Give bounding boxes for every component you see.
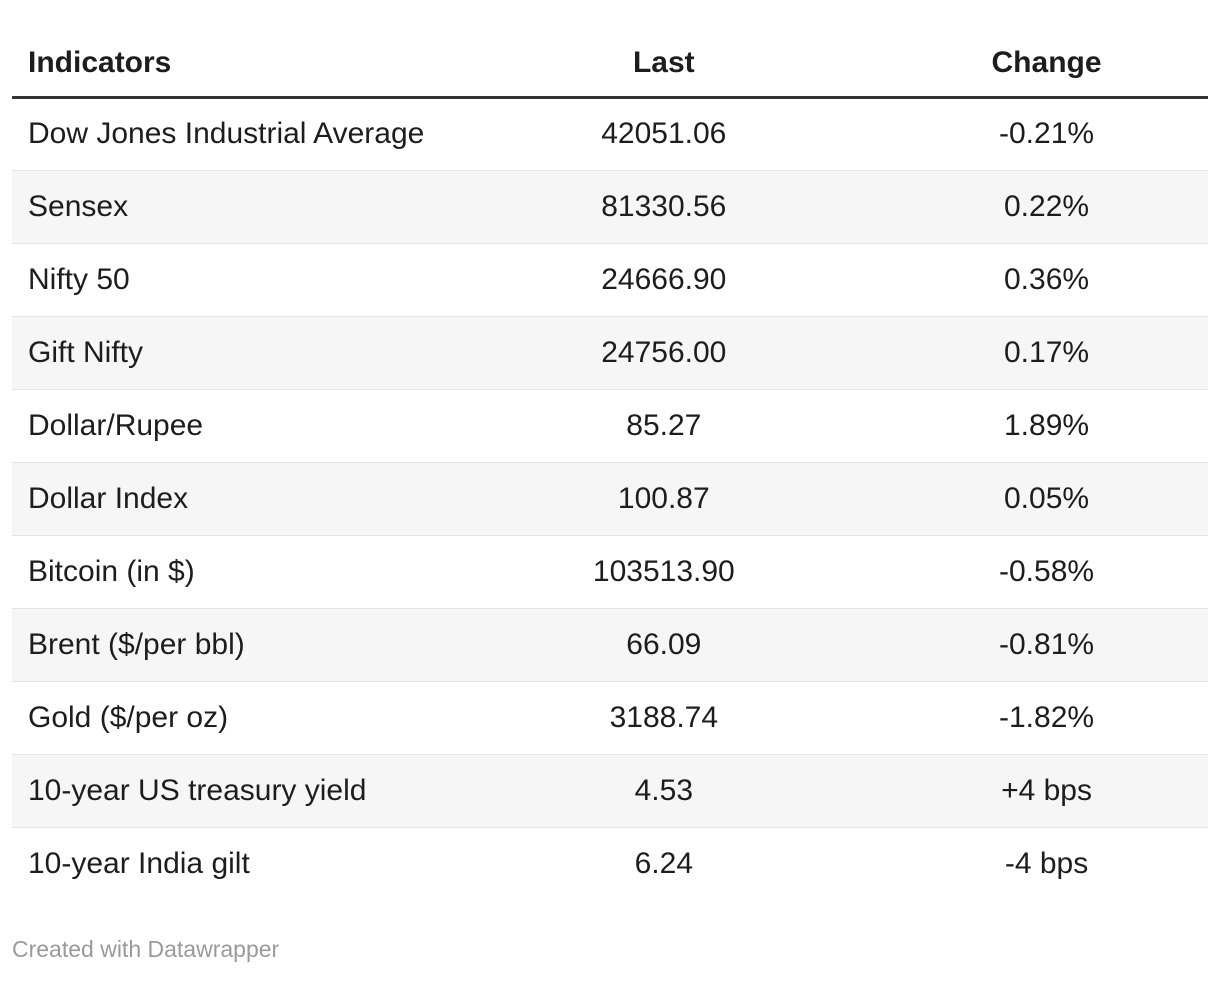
header-row: Indicators Last Change bbox=[12, 30, 1208, 99]
indicator-cell: Brent ($/per bbl) bbox=[28, 627, 245, 661]
table-row: Dow Jones Industrial Average 42051.06 -0… bbox=[12, 97, 1208, 170]
indicator-cell: Nifty 50 bbox=[28, 262, 130, 296]
last-cell: 81330.56 bbox=[601, 189, 727, 223]
table-row: Sensex 81330.56 0.22% bbox=[12, 170, 1208, 243]
indicator-cell: Gift Nifty bbox=[28, 335, 144, 369]
column-header-indicators: Indicators bbox=[12, 30, 443, 99]
table-row: Gift Nifty 24756.00 0.17% bbox=[12, 316, 1208, 389]
table-row: Nifty 50 24666.90 0.36% bbox=[12, 243, 1208, 316]
change-cell: 0.05% bbox=[1003, 481, 1090, 515]
last-cell: 24756.00 bbox=[601, 335, 727, 369]
indicator-cell: Bitcoin (in $) bbox=[28, 554, 195, 588]
table-row: Gold ($/per oz) 3188.74 -1.82% bbox=[12, 681, 1208, 754]
datawrapper-attribution-link[interactable]: Created with Datawrapper bbox=[12, 936, 280, 962]
change-cell: -1.82% bbox=[999, 700, 1095, 734]
change-cell: 0.17% bbox=[1003, 335, 1090, 369]
change-cell: +4 bps bbox=[1001, 773, 1092, 807]
footer: Created with Datawrapper bbox=[12, 936, 1208, 963]
last-cell: 103513.90 bbox=[592, 554, 735, 588]
indicator-cell: Sensex bbox=[28, 189, 129, 223]
last-cell: 42051.06 bbox=[601, 117, 727, 150]
table-row: Dollar Index 100.87 0.05% bbox=[12, 462, 1208, 535]
last-cell: 24666.90 bbox=[601, 262, 727, 296]
last-cell: 66.09 bbox=[626, 627, 702, 661]
table-row: Bitcoin (in $) 103513.90 -0.58% bbox=[12, 535, 1208, 608]
column-header-change: Change bbox=[885, 30, 1208, 99]
last-cell: 6.24 bbox=[634, 846, 693, 880]
table-row: Brent ($/per bbl) 66.09 -0.81% bbox=[12, 608, 1208, 681]
table-header: Indicators Last Change bbox=[12, 30, 1208, 99]
column-header-last: Last bbox=[442, 30, 886, 99]
table-body: Dow Jones Industrial Average 42051.06 -0… bbox=[12, 97, 1208, 900]
last-cell: 100.87 bbox=[617, 481, 710, 515]
last-cell: 3188.74 bbox=[609, 700, 719, 734]
change-cell: 0.36% bbox=[1003, 262, 1090, 296]
change-cell: 1.89% bbox=[1003, 408, 1090, 442]
chart-container: Indicators Last Change Dow Jones Industr… bbox=[12, 0, 1208, 900]
table-row: Dollar/Rupee 85.27 1.89% bbox=[12, 389, 1208, 462]
indicator-cell: Gold ($/per oz) bbox=[28, 700, 229, 734]
change-cell: -4 bps bbox=[1004, 846, 1089, 880]
change-cell: -0.21% bbox=[999, 117, 1095, 150]
change-cell: -0.58% bbox=[999, 554, 1095, 588]
last-cell: 85.27 bbox=[626, 408, 702, 442]
table-row: 10-year US treasury yield 4.53 +4 bps bbox=[12, 754, 1208, 827]
indicator-cell: 10-year India gilt bbox=[28, 846, 250, 880]
indicator-cell: Dollar/Rupee bbox=[28, 408, 204, 442]
change-cell: -0.81% bbox=[999, 627, 1095, 661]
last-cell: 4.53 bbox=[634, 773, 693, 807]
indicators-table: Indicators Last Change Dow Jones Industr… bbox=[12, 30, 1208, 900]
change-cell: 0.22% bbox=[1003, 189, 1090, 223]
indicator-cell: 10-year US treasury yield bbox=[28, 773, 367, 807]
indicator-cell: Dollar Index bbox=[28, 481, 189, 515]
indicator-cell: Dow Jones Industrial Average bbox=[28, 117, 425, 150]
table-row: 10-year India gilt 6.24 -4 bps bbox=[12, 827, 1208, 900]
